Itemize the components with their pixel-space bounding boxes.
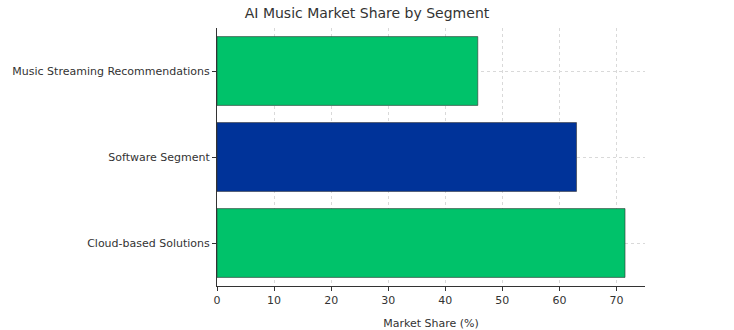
svg-text:50: 50	[495, 294, 509, 307]
svg-text:30: 30	[381, 294, 395, 307]
svg-text:Software Segment: Software Segment	[108, 151, 210, 164]
svg-text:40: 40	[438, 294, 452, 307]
svg-text:10: 10	[267, 294, 281, 307]
svg-text:70: 70	[609, 294, 623, 307]
svg-text:Music Streaming Recommendation: Music Streaming Recommendations	[12, 65, 210, 78]
svg-text:60: 60	[552, 294, 566, 307]
svg-text:20: 20	[324, 294, 338, 307]
svg-text:Cloud-based Solutions: Cloud-based Solutions	[87, 237, 210, 250]
svg-text:Market Share (%): Market Share (%)	[383, 317, 479, 330]
svg-text:AI Music Market Share by Segme: AI Music Market Share by Segment	[245, 5, 490, 21]
svg-text:0: 0	[214, 294, 221, 307]
